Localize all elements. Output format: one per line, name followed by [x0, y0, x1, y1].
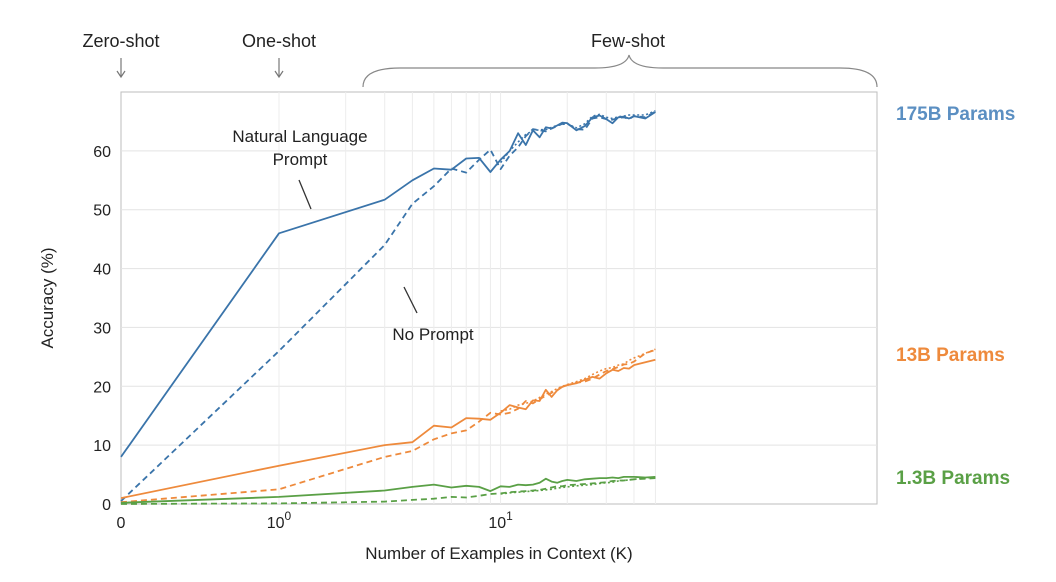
- model-label-175b: 175B Params: [896, 104, 1015, 125]
- no-prompt-pointer: [403, 286, 418, 314]
- series-line-13B-none: [120, 348, 656, 504]
- plot-background: [120, 91, 878, 505]
- natural-language-annotation-line1: Natural Language: [232, 127, 367, 146]
- one-shot-label: One-shot: [242, 31, 316, 51]
- no-prompt-annotation: No Prompt: [392, 325, 474, 344]
- series-layer: [120, 110, 656, 505]
- y-tick-label: 40: [93, 262, 111, 279]
- model-label-13b: 13B Params: [896, 345, 1005, 366]
- series-line-1-3B-natural-language: [120, 475, 656, 504]
- y-tick-label: 30: [93, 320, 111, 337]
- grid: [121, 92, 877, 504]
- x-tick-label: 0: [117, 515, 126, 532]
- y-axis-title: Accuracy (%): [38, 247, 57, 348]
- natural-language-annotation-line2: Prompt: [273, 150, 328, 169]
- y-tick-label: 60: [93, 144, 111, 161]
- x-axis-title: Number of Examples in Context (K): [365, 544, 632, 563]
- series-line-175B-none: [120, 110, 656, 502]
- y-tick-label: 10: [93, 438, 111, 455]
- y-tick-label: 50: [93, 203, 111, 220]
- y-tick-label: 0: [102, 497, 111, 514]
- few-shot-label: Few-shot: [591, 31, 665, 51]
- one-shot-arrow-icon: [274, 58, 284, 79]
- series-line-1-3B-none: [120, 477, 656, 505]
- x-tick-label: 100: [267, 509, 292, 532]
- ticks: 0 10 20 30 40 50 60 0 100 101: [93, 144, 513, 532]
- model-label-1-3b: 1.3B Params: [896, 468, 1010, 489]
- y-tick-label: 20: [93, 379, 111, 396]
- x-tick-label: 101: [488, 509, 513, 532]
- series-line-13B-unlabeled: [500, 348, 656, 412]
- natural-language-pointer: [298, 179, 312, 210]
- few-shot-brace-icon: [362, 54, 878, 88]
- series-line-175B-unlabeled: [499, 110, 656, 164]
- zero-shot-label: Zero-shot: [82, 31, 159, 51]
- series-line-175B-natural-language: [120, 111, 656, 458]
- zero-shot-arrow-icon: [116, 58, 126, 79]
